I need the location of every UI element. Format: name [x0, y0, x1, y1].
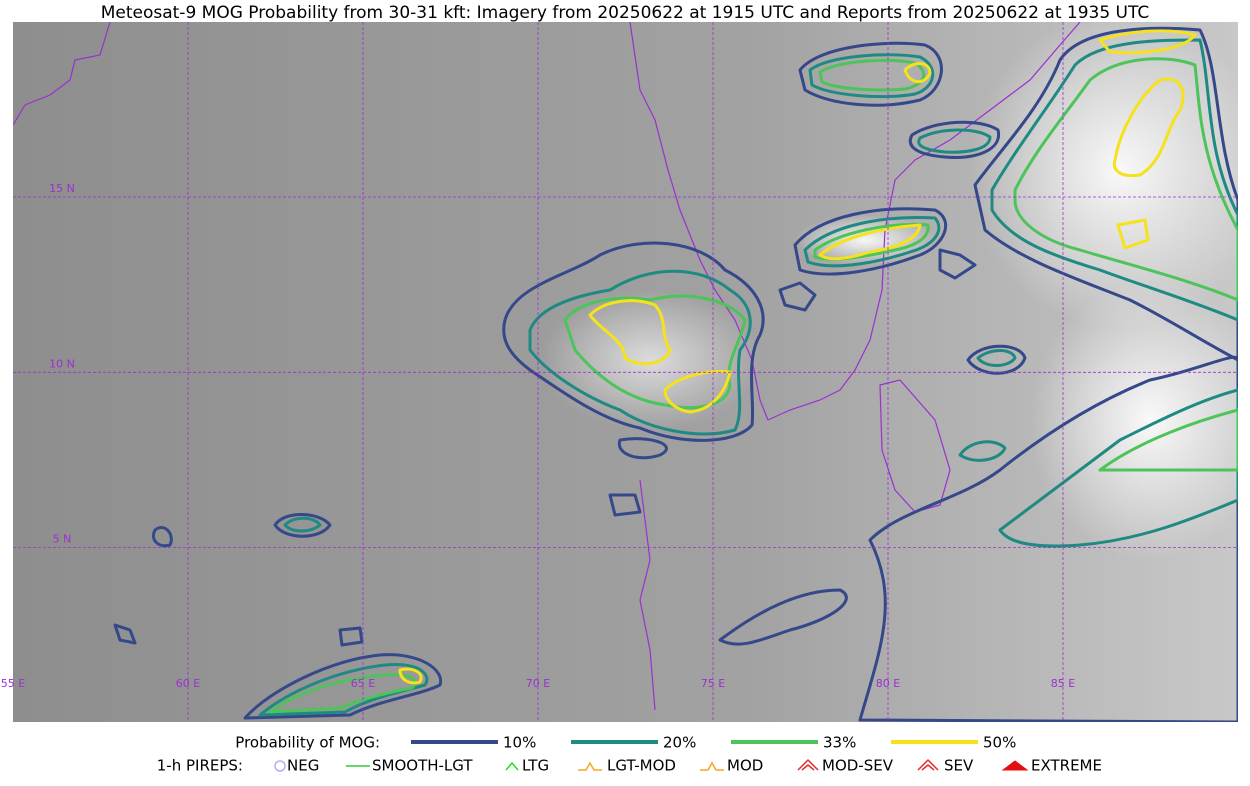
pirep-symbol [700, 761, 724, 771]
legend-text: 10% [503, 734, 536, 752]
map [13, 22, 1238, 722]
pirep-label: EXTREME [1031, 757, 1102, 775]
lon-label: 65 E [351, 677, 375, 690]
graticule [13, 22, 1238, 722]
pirep-label: SEV [944, 757, 974, 775]
legend-text: 20% [663, 734, 696, 752]
lon-label: 85 E [1051, 677, 1075, 690]
graticule-labels: 15 N 10 N 5 N 55 E 60 E 65 E 70 E 75 E 80 E 85 E [1, 182, 1075, 690]
pirep-symbol [917, 758, 939, 771]
pirep-symbol [578, 761, 602, 771]
pirep-label: SMOOTH-LGT [372, 757, 473, 775]
legend: Probability of MOG: 10% 20% 33% 50% 1-h PIREP… [157, 734, 1102, 775]
bright-cloud [540, 290, 760, 430]
bright-cloud [970, 22, 1238, 330]
pirep-symbol [274, 760, 286, 772]
legend-text: 33% [823, 734, 856, 752]
title: Meteosat-9 MOG Probability from 30-31 kf… [101, 3, 1150, 23]
pirep-label: NEG [287, 757, 319, 775]
lon-label: 55 E [1, 677, 25, 690]
lon-label: 75 E [701, 677, 725, 690]
lon-label: 60 E [176, 677, 200, 690]
contour-10 [113, 26, 1238, 722]
lon-label: 70 E [526, 677, 550, 690]
legend-text: 50% [983, 734, 1016, 752]
legend-label: Probability of MOG: [235, 734, 380, 752]
pirep-symbol [505, 761, 519, 771]
lat-label: 10 N [49, 357, 75, 370]
pirep-label: LGT-MOD [607, 757, 676, 775]
pirep-label: LTG [522, 757, 549, 775]
contour-50 [398, 29, 1197, 685]
bright-cloud [1030, 280, 1238, 560]
lat-label: 5 N [53, 533, 72, 546]
pirep-symbol [797, 758, 819, 771]
pirep-label: MOD-SEV [822, 757, 894, 775]
legend-label: 1-h PIREPS: [157, 757, 243, 775]
lat-label: 15 N [49, 182, 75, 195]
contour-20 [258, 38, 1238, 717]
pirep-label: MOD [727, 757, 763, 775]
contours [113, 26, 1238, 722]
lon-label: 80 E [876, 677, 900, 690]
pirep-symbol [1001, 760, 1029, 771]
